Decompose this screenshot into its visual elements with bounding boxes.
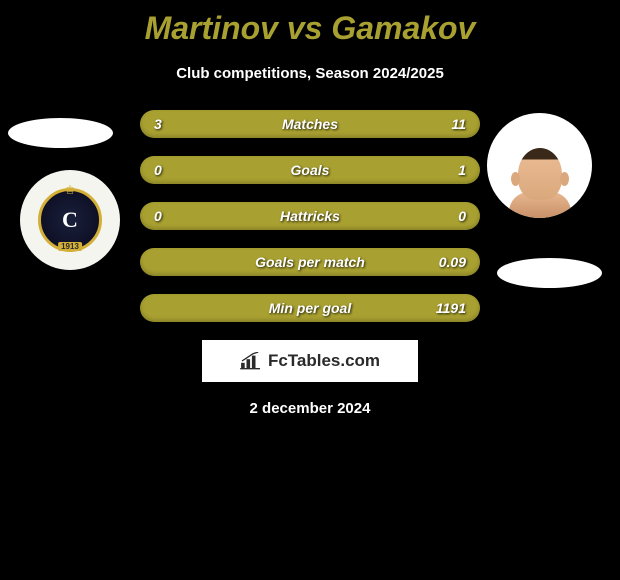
right-player-avatar	[487, 113, 592, 218]
right-team-oval	[497, 258, 602, 288]
subtitle: Club competitions, Season 2024/2025	[0, 65, 620, 82]
stat-bar-goals: 0 Goals 1	[140, 156, 480, 184]
stat-right-value: 11	[451, 116, 466, 132]
stat-label: Hattricks	[280, 208, 340, 224]
stat-left-value: 0	[154, 208, 162, 224]
left-team-oval	[8, 118, 113, 148]
left-club-badge: ♔ C 1913	[20, 170, 120, 270]
stat-bar-min-per-goal: Min per goal 1191	[140, 294, 480, 322]
stat-right-value: 1191	[436, 300, 466, 316]
stat-bar-hattricks: 0 Hattricks 0	[140, 202, 480, 230]
comparison-content: ♔ C 1913 3 Matches 11 0 Goals 1 0 Hattri…	[0, 110, 620, 417]
logo-text: FcTables.com	[268, 351, 380, 371]
stat-label: Min per goal	[269, 300, 351, 316]
bar-chart-icon	[240, 352, 262, 370]
badge-year: 1913	[58, 242, 82, 251]
stat-bar-goals-per-match: Goals per match 0.09	[140, 248, 480, 276]
date-label: 2 december 2024	[0, 400, 620, 417]
stat-label: Goals per match	[255, 254, 365, 270]
stat-right-value: 0.09	[439, 254, 466, 270]
stat-left-value: 0	[154, 162, 162, 178]
badge-emblem: ♔ C 1913	[38, 188, 102, 252]
stat-bars: 3 Matches 11 0 Goals 1 0 Hattricks 0 Goa…	[140, 110, 480, 322]
stat-label: Matches	[282, 116, 338, 132]
stat-right-value: 0	[458, 208, 466, 224]
badge-letter: C	[62, 207, 78, 233]
avatar-head	[518, 148, 562, 200]
stat-right-value: 1	[458, 162, 466, 178]
source-logo[interactable]: FcTables.com	[202, 340, 418, 382]
crown-icon: ♔	[65, 183, 76, 197]
page-title: Martinov vs Gamakov	[0, 0, 620, 47]
stat-left-value: 3	[154, 116, 162, 132]
stat-bar-matches: 3 Matches 11	[140, 110, 480, 138]
stat-label: Goals	[291, 162, 330, 178]
